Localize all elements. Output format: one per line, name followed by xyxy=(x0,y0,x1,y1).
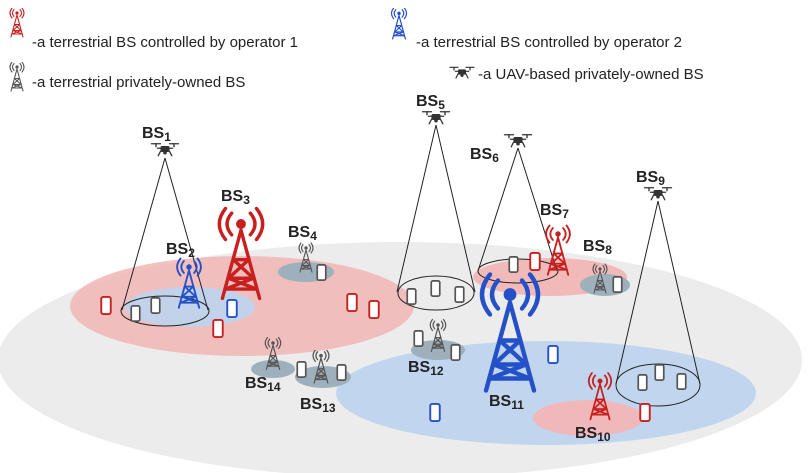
legend-uav-label: -a UAV-based privately-owned BS xyxy=(478,66,704,83)
phone-icon xyxy=(612,276,623,293)
bs9-drone-icon xyxy=(643,187,673,201)
bs1-drone-icon xyxy=(150,143,180,157)
phone-icon xyxy=(430,280,441,297)
operator1-tower-icon xyxy=(9,8,25,38)
legend: -a terrestrial BS controlled by operator… xyxy=(9,8,704,92)
phone-icon xyxy=(529,252,541,271)
bs3-label: BS3 xyxy=(221,188,250,207)
phone-icon xyxy=(450,344,461,361)
phone-icon xyxy=(226,299,238,318)
bs14-coverage xyxy=(251,360,295,378)
bs10-label: BS10 xyxy=(575,425,611,444)
phone-icon xyxy=(429,403,441,422)
private-tower-icon xyxy=(9,62,25,92)
phone-icon xyxy=(336,364,347,381)
bs10-coverage xyxy=(533,400,643,436)
legend-operator2-label: -a terrestrial BS controlled by operator… xyxy=(416,34,682,51)
bs2-label: BS2 xyxy=(166,241,195,260)
bs4-label: BS4 xyxy=(288,224,317,243)
operator2-tower-icon xyxy=(390,8,408,40)
bs13-label: BS13 xyxy=(300,396,336,415)
bs1-label: BS1 xyxy=(142,125,171,144)
legend-private-terrestrial-label: -a terrestrial privately-owned BS xyxy=(32,74,245,91)
phone-icon xyxy=(368,300,380,319)
bs11-coverage xyxy=(336,341,756,445)
phone-icon xyxy=(100,296,112,315)
bs9-cone xyxy=(615,200,701,385)
phone-icon xyxy=(406,288,417,305)
bs5-cone xyxy=(396,124,476,293)
legend-operator1-label: -a terrestrial BS controlled by operator… xyxy=(32,34,298,51)
phone-icon xyxy=(676,373,687,390)
bs5-footprint xyxy=(397,275,475,311)
uav-drone-icon xyxy=(449,66,475,79)
phone-icon xyxy=(413,330,424,347)
phone-icon xyxy=(316,264,327,281)
bs8-label: BS8 xyxy=(583,238,612,257)
uav-cones xyxy=(120,124,701,407)
bs11-label: BS11 xyxy=(489,393,524,412)
phone-icon xyxy=(346,293,358,312)
bs6-drone-icon xyxy=(503,134,533,148)
phone-icon xyxy=(296,361,307,378)
bs7-label: BS7 xyxy=(540,202,569,221)
phone-icon xyxy=(637,374,648,391)
bs6-label: BS6 xyxy=(470,146,499,165)
bs12-label: BS12 xyxy=(408,359,444,378)
bs-labels: BS1 BS2 BS3 BS4 BS5 BS6 BS7 BS8 BS9 BS10… xyxy=(142,93,665,444)
phone-icon xyxy=(508,256,519,273)
phone-icon xyxy=(654,364,665,381)
bs1-footprint xyxy=(120,295,210,327)
bs5-drone-icon xyxy=(421,111,451,125)
bs14-label: BS14 xyxy=(245,375,281,394)
bs5-label: BS5 xyxy=(416,93,445,112)
phone-icon xyxy=(454,286,465,303)
bs1-cone xyxy=(121,157,209,311)
phone-icon xyxy=(547,345,559,364)
phone-icon xyxy=(212,319,224,338)
bs6-cone xyxy=(477,147,558,272)
phone-icon xyxy=(639,403,651,422)
bs9-label: BS9 xyxy=(636,169,665,188)
phone-icon xyxy=(150,297,161,314)
phone-icon xyxy=(130,305,141,322)
